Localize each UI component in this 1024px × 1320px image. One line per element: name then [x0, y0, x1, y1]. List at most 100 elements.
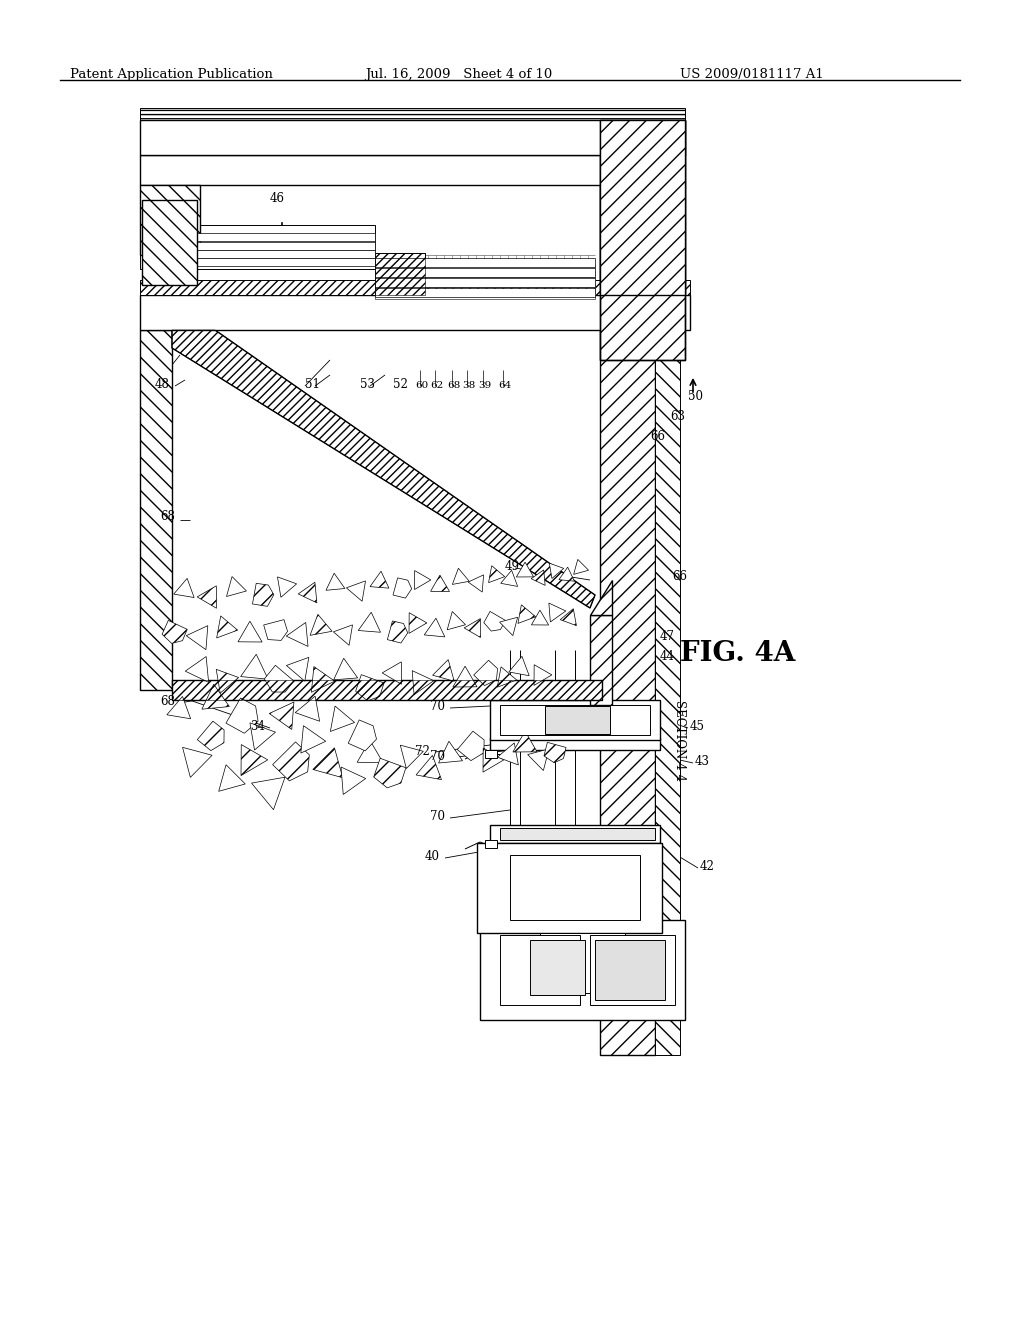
Bar — [140, 120, 685, 154]
Polygon shape — [264, 665, 294, 692]
Bar — [142, 257, 375, 267]
Bar — [142, 249, 375, 257]
Text: 42: 42 — [700, 861, 715, 873]
Text: 66: 66 — [650, 430, 665, 444]
Polygon shape — [544, 742, 566, 763]
Bar — [375, 268, 595, 277]
Polygon shape — [432, 660, 455, 681]
Text: 72: 72 — [415, 744, 430, 758]
Polygon shape — [453, 667, 477, 686]
Polygon shape — [198, 586, 216, 609]
Polygon shape — [198, 721, 224, 751]
Polygon shape — [549, 603, 566, 622]
Polygon shape — [278, 577, 297, 597]
Bar — [375, 282, 595, 286]
Polygon shape — [334, 659, 357, 680]
Polygon shape — [272, 742, 309, 781]
Polygon shape — [202, 684, 229, 709]
Text: 52: 52 — [393, 378, 408, 391]
Polygon shape — [387, 620, 408, 643]
Bar — [500, 705, 650, 735]
Bar — [655, 154, 680, 1055]
Bar — [140, 120, 680, 154]
Bar — [530, 940, 585, 995]
Text: 68: 68 — [160, 510, 175, 523]
Polygon shape — [516, 562, 534, 577]
Bar — [600, 120, 685, 360]
Text: 46: 46 — [270, 191, 285, 205]
Text: 70: 70 — [430, 700, 445, 713]
Text: 50: 50 — [688, 389, 703, 403]
Bar — [500, 935, 580, 1005]
Polygon shape — [252, 777, 285, 809]
Text: 40: 40 — [425, 850, 440, 863]
Bar — [375, 289, 595, 293]
Bar — [140, 185, 200, 255]
Bar — [595, 940, 665, 1001]
Bar — [140, 255, 375, 269]
Polygon shape — [513, 731, 537, 752]
Text: 53: 53 — [360, 378, 375, 391]
Polygon shape — [174, 578, 195, 598]
Text: SECTION 4-4: SECTION 4-4 — [673, 700, 686, 781]
Bar — [375, 277, 595, 281]
Bar — [510, 855, 640, 920]
Bar — [140, 224, 375, 239]
Polygon shape — [560, 609, 577, 626]
Polygon shape — [301, 726, 326, 754]
Polygon shape — [287, 623, 308, 647]
Bar — [490, 825, 660, 843]
Bar — [600, 154, 655, 1055]
Polygon shape — [509, 656, 529, 676]
Bar — [500, 828, 655, 840]
Polygon shape — [531, 570, 545, 585]
Bar — [485, 840, 497, 847]
Polygon shape — [186, 626, 208, 649]
Bar — [140, 294, 690, 330]
Bar — [140, 108, 685, 120]
Text: US 2009/0181117 A1: US 2009/0181117 A1 — [680, 69, 823, 81]
Text: Patent Application Publication: Patent Application Publication — [70, 69, 272, 81]
Text: 68: 68 — [447, 381, 460, 389]
Polygon shape — [498, 667, 517, 688]
Polygon shape — [357, 741, 383, 763]
Polygon shape — [253, 583, 273, 606]
Bar — [375, 279, 595, 286]
Polygon shape — [413, 671, 434, 694]
Text: 64: 64 — [498, 381, 511, 389]
Polygon shape — [182, 747, 212, 777]
Text: 45: 45 — [690, 719, 705, 733]
Text: Jul. 16, 2009   Sheet 4 of 10: Jul. 16, 2009 Sheet 4 of 10 — [365, 69, 552, 81]
Text: 70: 70 — [430, 750, 445, 763]
Bar — [375, 294, 595, 300]
Bar — [480, 920, 685, 1020]
Polygon shape — [216, 669, 239, 693]
Polygon shape — [573, 560, 589, 574]
Bar — [375, 288, 595, 297]
Polygon shape — [468, 576, 483, 593]
Polygon shape — [162, 620, 187, 643]
Polygon shape — [527, 748, 549, 771]
Bar — [142, 201, 197, 285]
Polygon shape — [400, 746, 423, 768]
Polygon shape — [219, 764, 246, 791]
Text: 43: 43 — [695, 755, 710, 768]
Polygon shape — [393, 578, 412, 598]
Polygon shape — [458, 731, 484, 760]
Bar — [590, 935, 675, 1005]
Polygon shape — [464, 619, 480, 638]
Bar — [140, 240, 375, 253]
Polygon shape — [334, 624, 352, 645]
Polygon shape — [498, 743, 518, 766]
Polygon shape — [355, 675, 384, 701]
Bar — [490, 738, 660, 750]
Text: 66: 66 — [672, 570, 687, 583]
Polygon shape — [250, 723, 275, 750]
Text: 62: 62 — [430, 381, 443, 389]
Bar — [600, 120, 685, 294]
Polygon shape — [295, 696, 319, 721]
Polygon shape — [500, 618, 517, 636]
Polygon shape — [241, 744, 267, 776]
Polygon shape — [370, 572, 389, 589]
Polygon shape — [559, 568, 574, 581]
